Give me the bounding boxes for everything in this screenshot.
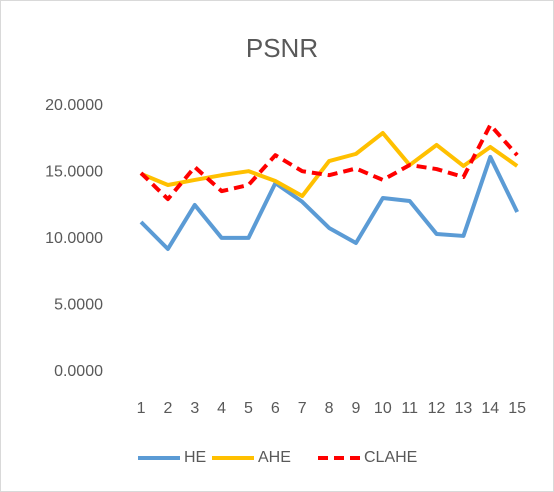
x-tick-label: 14 <box>481 400 499 417</box>
x-tick-label: 15 <box>508 400 526 417</box>
series-line <box>139 154 519 251</box>
x-tick-label: 2 <box>163 400 172 417</box>
legend-label: AHE <box>258 449 291 466</box>
x-tick-label: 12 <box>428 400 446 417</box>
y-tick-label: 15.0000 <box>45 164 103 181</box>
x-tick-label: 5 <box>244 400 253 417</box>
legend-label: HE <box>184 449 206 466</box>
x-tick-label: 3 <box>190 400 199 417</box>
x-tick-label: 8 <box>325 400 334 417</box>
y-tick-label: 0.0000 <box>54 363 103 380</box>
series-line <box>139 123 519 202</box>
series-line <box>140 130 519 199</box>
x-tick-label: 13 <box>455 400 473 417</box>
chart-title: PSNR <box>246 33 318 63</box>
x-tick-label: 6 <box>271 400 280 417</box>
y-tick-label: 10.0000 <box>45 230 103 247</box>
x-tick-label: 7 <box>298 400 307 417</box>
legend-label: CLAHE <box>364 449 417 466</box>
x-tick-label: 9 <box>352 400 361 417</box>
y-tick-label: 20.0000 <box>45 97 103 114</box>
x-tick-label: 10 <box>374 400 392 417</box>
y-tick-label: 5.0000 <box>54 297 103 314</box>
x-tick-label: 4 <box>217 400 226 417</box>
x-tick-label: 11 <box>401 400 418 417</box>
x-tick-label: 1 <box>137 400 146 417</box>
